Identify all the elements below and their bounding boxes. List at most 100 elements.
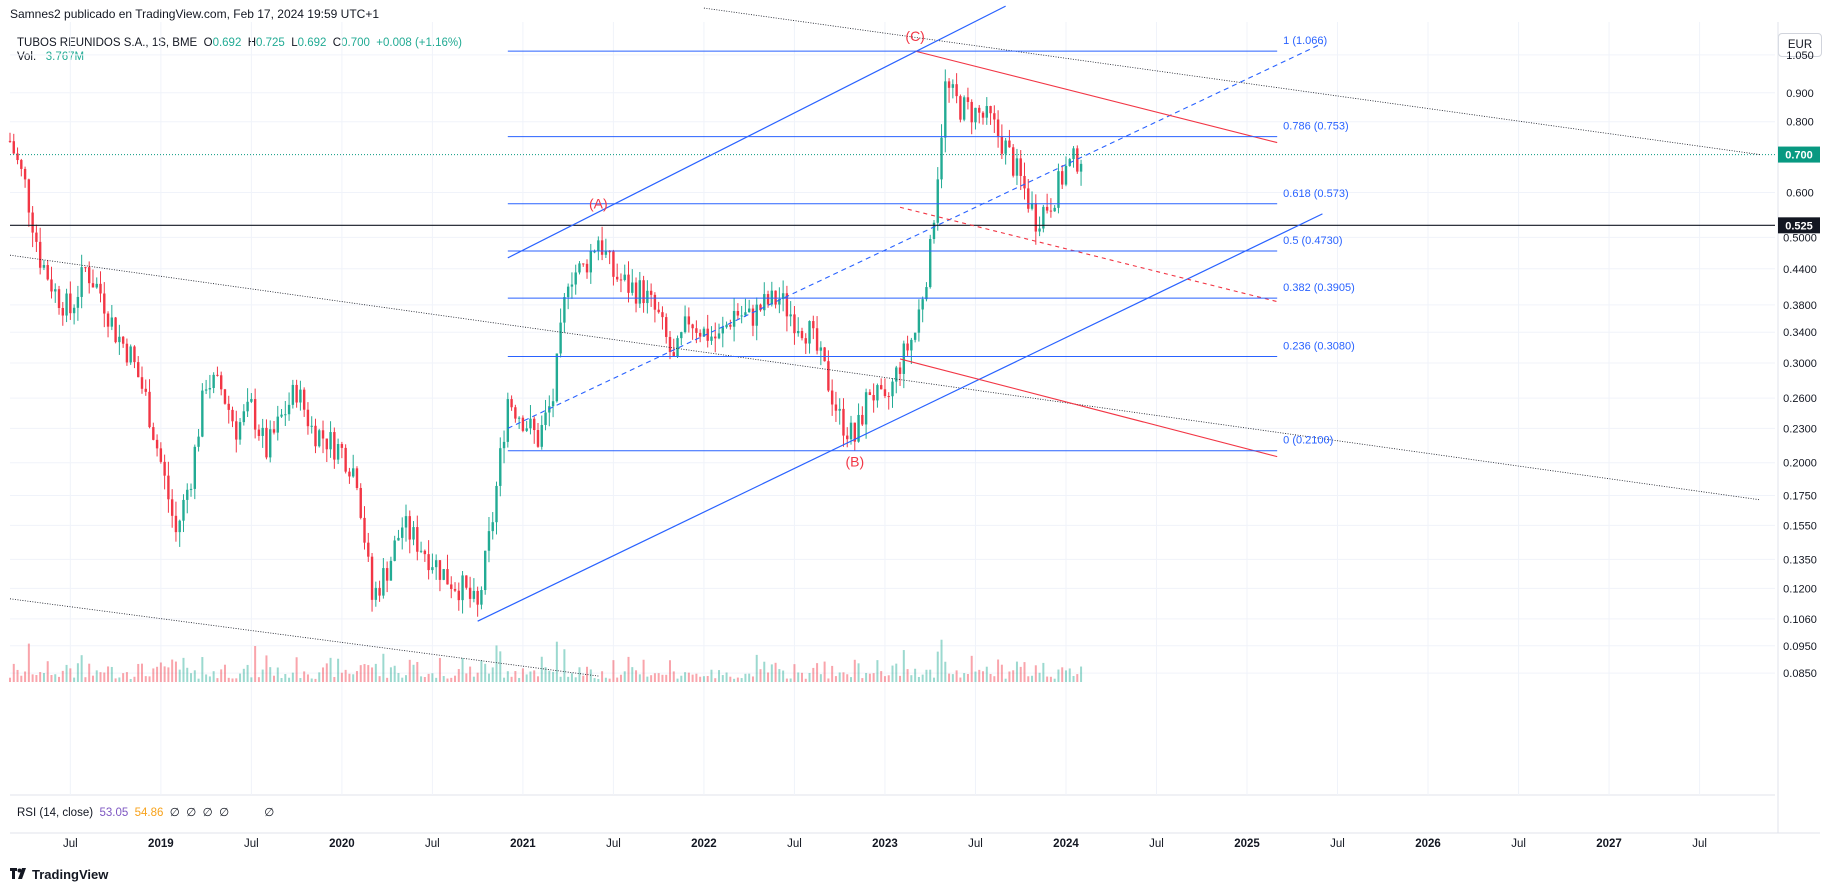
- candle-body: [687, 316, 691, 325]
- price-tick-label: 0.600: [1786, 187, 1814, 199]
- volume-bar: [506, 671, 509, 682]
- candle-body: [12, 141, 15, 154]
- price-tick-label: 0.0850: [1783, 668, 1817, 680]
- candle-body: [442, 569, 445, 580]
- candle-body: [714, 336, 717, 339]
- currency-button[interactable]: EUR: [1778, 33, 1822, 57]
- volume-bar: [883, 676, 886, 682]
- candle-body: [725, 324, 728, 328]
- volume-bar: [469, 666, 472, 682]
- rsi-legend: RSI (14, close) 53.05 54.86 ∅ ∅ ∅ ∅ ∅: [17, 805, 274, 819]
- candle-body: [932, 222, 936, 239]
- candle-body: [1076, 148, 1079, 172]
- tradingview-logo[interactable]: TradingView: [10, 867, 108, 882]
- candle-body: [876, 385, 879, 401]
- volume-bar: [178, 669, 181, 682]
- publisher-line: Samnes2 publicado en TradingView.com, Fe…: [10, 7, 380, 21]
- candle-body: [589, 251, 592, 273]
- volume-bar: [563, 649, 566, 682]
- volume-bar: [1038, 672, 1041, 682]
- volume-bar: [974, 671, 977, 682]
- volume-bar: [144, 676, 147, 682]
- volume-bar: [921, 674, 924, 682]
- candle-body: [895, 367, 898, 382]
- candle-body: [736, 310, 740, 316]
- volume-bar: [676, 678, 679, 682]
- candle-body: [774, 290, 777, 305]
- candle-body: [197, 436, 200, 447]
- volume-bar: [619, 674, 622, 682]
- candle-body: [683, 316, 687, 333]
- rsi-label[interactable]: RSI (14, close): [17, 807, 94, 819]
- candle-body: [857, 414, 860, 442]
- volume-bar: [1076, 674, 1079, 682]
- volume-bar: [1019, 666, 1022, 682]
- candle-body: [744, 312, 747, 316]
- volume-bar: [389, 667, 392, 682]
- time-axis: Jul 2019 Jul 2020 Jul 2021 Jul 2022 Jul 2023 Jul 20…: [63, 838, 1707, 850]
- volume-bar: [288, 677, 291, 682]
- price-tick-label: 0.0950: [1783, 641, 1817, 653]
- volume-bar: [235, 678, 238, 682]
- symbol-name[interactable]: TUBOS REUNIDOS S.A., 1S, BME: [17, 37, 198, 49]
- chart-grid: [10, 22, 1820, 834]
- volume-bar: [955, 670, 958, 682]
- candle-body: [1053, 207, 1056, 212]
- volume-bar: [570, 673, 573, 682]
- candle-body: [457, 590, 460, 601]
- volume-bar: [133, 676, 136, 682]
- candle-body: [344, 447, 347, 472]
- volume-bar: [246, 664, 249, 682]
- candle-body: [872, 394, 875, 401]
- open-value: 0.692: [212, 37, 242, 49]
- volume-bar: [329, 657, 332, 682]
- volume-bar: [54, 674, 57, 682]
- volume-bar: [487, 673, 490, 682]
- volume-bar: [306, 674, 309, 682]
- volume-bar: [382, 653, 385, 682]
- candle-body: [838, 408, 841, 411]
- volume-bar: [691, 674, 694, 682]
- volume-bar: [714, 678, 717, 682]
- candle-body: [46, 265, 49, 280]
- volume-bar: [423, 677, 426, 682]
- volume-bar: [627, 656, 630, 682]
- wave-label: (C): [905, 28, 924, 44]
- time-tick-label: 2024: [1053, 838, 1079, 850]
- volume-bar: [800, 672, 803, 682]
- candle-body: [483, 550, 487, 591]
- volume-bar: [174, 661, 177, 682]
- candle-body: [702, 328, 706, 337]
- candle-body: [118, 336, 121, 343]
- candle-body: [574, 272, 577, 285]
- candle-body: [563, 297, 566, 323]
- candle-body: [691, 324, 694, 329]
- candle-body: [389, 560, 393, 581]
- candle-body: [985, 106, 988, 118]
- time-tick-label: 2026: [1415, 838, 1441, 850]
- candle-body: [910, 339, 913, 351]
- candle-body: [548, 406, 551, 413]
- candle-body: [781, 293, 785, 300]
- volume-bar: [748, 673, 751, 682]
- candle-body: [152, 427, 155, 440]
- volume-bar: [454, 675, 457, 682]
- price-tick-label: 0.3000: [1783, 358, 1817, 370]
- price-tick-label: 0.5000: [1783, 232, 1817, 244]
- volume-bar: [861, 678, 864, 682]
- candle-body: [846, 435, 849, 440]
- candle-body: [676, 338, 679, 357]
- candle-body: [1057, 171, 1060, 208]
- time-tick-label: 2023: [872, 838, 898, 850]
- trendline-upper: [703, 7, 1760, 155]
- candle-body: [272, 429, 276, 433]
- volume-bar: [257, 677, 260, 682]
- candle-body: [155, 439, 159, 449]
- volume-bar: [472, 676, 475, 682]
- volume-bar: [1031, 675, 1034, 682]
- candle-body: [906, 343, 909, 351]
- candle-body: [536, 430, 540, 447]
- candle-body: [261, 427, 264, 436]
- volume-bar: [668, 660, 671, 682]
